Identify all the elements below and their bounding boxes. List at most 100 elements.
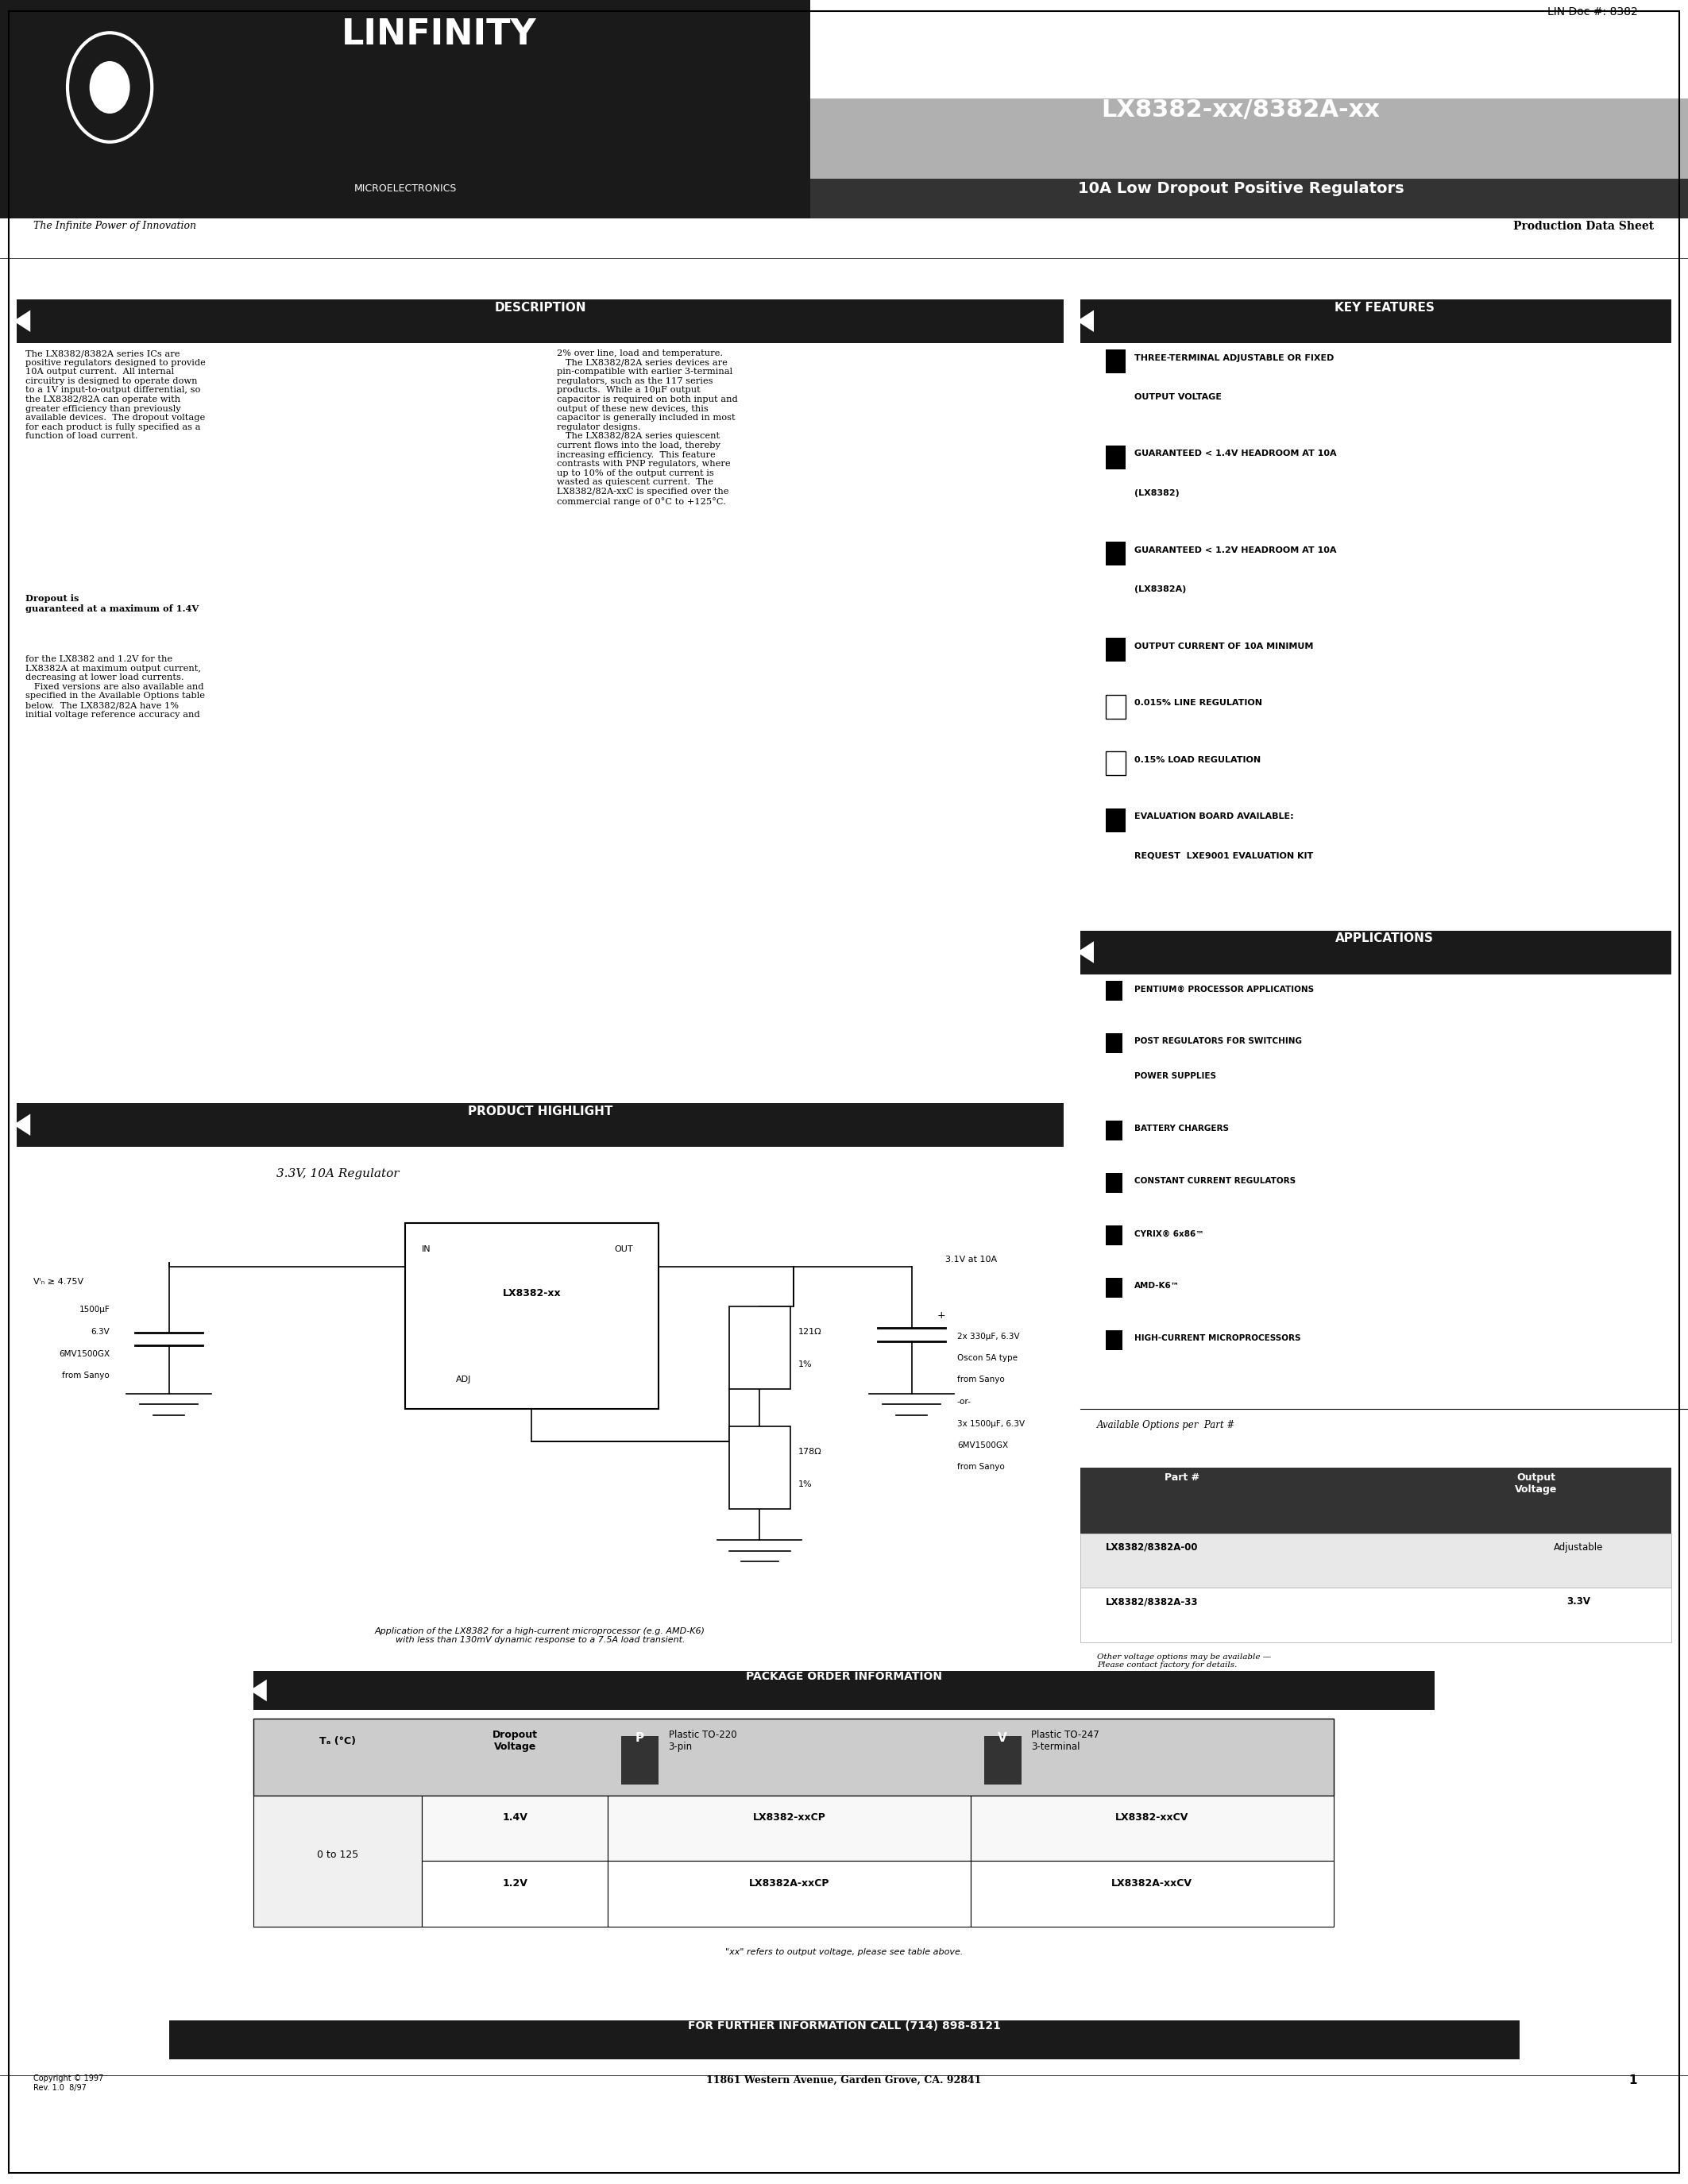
Polygon shape	[250, 1679, 267, 1701]
Bar	[1080, 1588, 1671, 1642]
Bar	[1080, 1468, 1671, 1533]
Text: from Sanyo: from Sanyo	[957, 1463, 1004, 1472]
Bar	[1106, 695, 1126, 719]
Bar	[1080, 930, 1671, 974]
Text: DESCRIPTION: DESCRIPTION	[495, 301, 586, 312]
Bar	[1106, 638, 1126, 662]
Text: 1: 1	[1629, 2075, 1637, 2086]
Bar	[729, 1306, 790, 1389]
Text: PENTIUM® PROCESSOR APPLICATIONS: PENTIUM® PROCESSOR APPLICATIONS	[1134, 985, 1313, 994]
Text: LIN Doc #: 8382: LIN Doc #: 8382	[1546, 7, 1637, 17]
Bar	[17, 299, 1063, 343]
Text: Copyright © 1997
Rev. 1.0  8/97: Copyright © 1997 Rev. 1.0 8/97	[34, 2075, 105, 2092]
Text: LX8382/8382A-33: LX8382/8382A-33	[1106, 1597, 1198, 1607]
Bar	[608, 1861, 971, 1926]
Text: 1.2V: 1.2V	[503, 1878, 527, 1889]
Text: POST REGULATORS FOR SWITCHING: POST REGULATORS FOR SWITCHING	[1134, 1037, 1301, 1046]
Bar	[1080, 1533, 1671, 1588]
Text: 0.015% LINE REGULATION: 0.015% LINE REGULATION	[1134, 699, 1263, 708]
Text: LX8382A-xxCV: LX8382A-xxCV	[1111, 1878, 1192, 1889]
Text: BATTERY CHARGERS: BATTERY CHARGERS	[1134, 1125, 1229, 1133]
Bar	[810, 98, 1688, 179]
Text: 0 to 125: 0 to 125	[317, 1850, 358, 1861]
Text: PACKAGE ORDER INFORMATION: PACKAGE ORDER INFORMATION	[746, 1671, 942, 1682]
Text: for the LX8382 and 1.2V for the
LX8382A at maximum output current,
decreasing at: for the LX8382 and 1.2V for the LX8382A …	[25, 655, 204, 719]
Bar	[1106, 1225, 1123, 1245]
Text: 178Ω: 178Ω	[798, 1448, 822, 1457]
Bar	[1106, 349, 1126, 373]
Bar	[0, 179, 810, 218]
Bar	[608, 1795, 971, 1861]
Text: 121Ω: 121Ω	[798, 1328, 822, 1337]
Text: 1%: 1%	[798, 1361, 812, 1369]
Text: 3x 1500μF, 6.3V: 3x 1500μF, 6.3V	[957, 1420, 1025, 1428]
Text: V: V	[998, 1732, 1008, 1743]
Bar	[810, 0, 1688, 98]
Text: OUT: OUT	[614, 1245, 633, 1254]
Text: (LX8382): (LX8382)	[1134, 489, 1180, 498]
Text: Available Options per  Part #: Available Options per Part #	[1097, 1420, 1236, 1431]
Text: 6MV1500GX: 6MV1500GX	[957, 1441, 1008, 1450]
Bar	[169, 2020, 1519, 2060]
Bar	[1106, 1330, 1123, 1350]
Text: -or-: -or-	[957, 1398, 971, 1406]
Text: CONSTANT CURRENT REGULATORS: CONSTANT CURRENT REGULATORS	[1134, 1177, 1296, 1186]
Text: P: P	[635, 1732, 645, 1743]
Text: IN: IN	[422, 1245, 430, 1254]
Text: 1.4V: 1.4V	[503, 1813, 527, 1824]
Text: "xx" refers to output voltage, please see table above.: "xx" refers to output voltage, please se…	[726, 1948, 962, 1957]
Text: 2% over line, load and temperature.
   The LX8382/82A series devices are
pin-com: 2% over line, load and temperature. The …	[557, 349, 738, 507]
Text: LINFINITY: LINFINITY	[341, 17, 537, 52]
Text: REQUEST  LXE9001 EVALUATION KIT: REQUEST LXE9001 EVALUATION KIT	[1134, 852, 1313, 860]
Text: Tₐ (°C): Tₐ (°C)	[319, 1736, 356, 1747]
Bar	[422, 1795, 608, 1861]
Bar	[1106, 1033, 1123, 1053]
Bar	[621, 1736, 658, 1784]
Text: Adjustable: Adjustable	[1553, 1542, 1604, 1553]
Text: Production Data Sheet: Production Data Sheet	[1514, 221, 1654, 232]
Text: EVALUATION BOARD AVAILABLE:: EVALUATION BOARD AVAILABLE:	[1134, 812, 1293, 821]
Bar	[422, 1861, 608, 1926]
Bar	[1106, 542, 1126, 566]
Text: Vᴵₙ ≥ 4.75V: Vᴵₙ ≥ 4.75V	[34, 1278, 84, 1286]
Text: 1500μF: 1500μF	[79, 1306, 110, 1315]
Bar	[971, 1795, 1334, 1861]
Text: Dropout
Voltage: Dropout Voltage	[493, 1730, 537, 1752]
Text: 1%: 1%	[798, 1481, 812, 1489]
Text: 6MV1500GX: 6MV1500GX	[59, 1350, 110, 1358]
Bar	[810, 179, 1688, 218]
Bar	[0, 0, 810, 179]
Text: ADJ: ADJ	[456, 1376, 471, 1385]
Text: The LX8382/8382A series ICs are
positive regulators designed to provide
10A outp: The LX8382/8382A series ICs are positive…	[25, 349, 206, 441]
Bar	[1106, 751, 1126, 775]
Text: 6.3V: 6.3V	[91, 1328, 110, 1337]
Bar	[253, 1719, 1334, 1795]
Text: Oscon 5A type: Oscon 5A type	[957, 1354, 1018, 1363]
Text: KEY FEATURES: KEY FEATURES	[1334, 301, 1435, 312]
Polygon shape	[14, 1114, 30, 1136]
Bar	[0, 218, 1688, 258]
Text: (LX8382A): (LX8382A)	[1134, 585, 1187, 594]
Text: 3.3V: 3.3V	[1566, 1597, 1590, 1607]
Text: 10A Low Dropout Positive Regulators: 10A Low Dropout Positive Regulators	[1077, 181, 1404, 197]
Text: OUTPUT VOLTAGE: OUTPUT VOLTAGE	[1134, 393, 1222, 402]
Text: LX8382-xx: LX8382-xx	[503, 1289, 560, 1299]
Bar	[729, 1426, 790, 1509]
Text: Plastic TO-220
3-pin: Plastic TO-220 3-pin	[668, 1730, 736, 1752]
Text: LX8382/8382A-00: LX8382/8382A-00	[1106, 1542, 1198, 1553]
Bar	[405, 1223, 658, 1409]
Text: LX8382-xx/8382A-xx: LX8382-xx/8382A-xx	[1101, 98, 1381, 122]
Text: 11861 Western Avenue, Garden Grove, CA. 92841: 11861 Western Avenue, Garden Grove, CA. …	[707, 2075, 982, 2086]
Bar	[1106, 981, 1123, 1000]
Text: LX8382-xxCV: LX8382-xxCV	[1116, 1813, 1188, 1824]
Text: FOR FURTHER INFORMATION CALL (714) 898-8121: FOR FURTHER INFORMATION CALL (714) 898-8…	[687, 2020, 1001, 2031]
Polygon shape	[1077, 310, 1094, 332]
Text: LX8382-xxCP: LX8382-xxCP	[753, 1813, 825, 1824]
Text: MICROELECTRONICS: MICROELECTRONICS	[354, 183, 456, 194]
Text: POWER SUPPLIES: POWER SUPPLIES	[1134, 1072, 1215, 1081]
Text: The Infinite Power of Innovation: The Infinite Power of Innovation	[34, 221, 196, 232]
Text: 3.1V at 10A: 3.1V at 10A	[945, 1256, 998, 1265]
Text: Output
Voltage: Output Voltage	[1514, 1472, 1558, 1494]
Text: from Sanyo: from Sanyo	[62, 1372, 110, 1380]
Text: AMD-K6™: AMD-K6™	[1134, 1282, 1180, 1291]
